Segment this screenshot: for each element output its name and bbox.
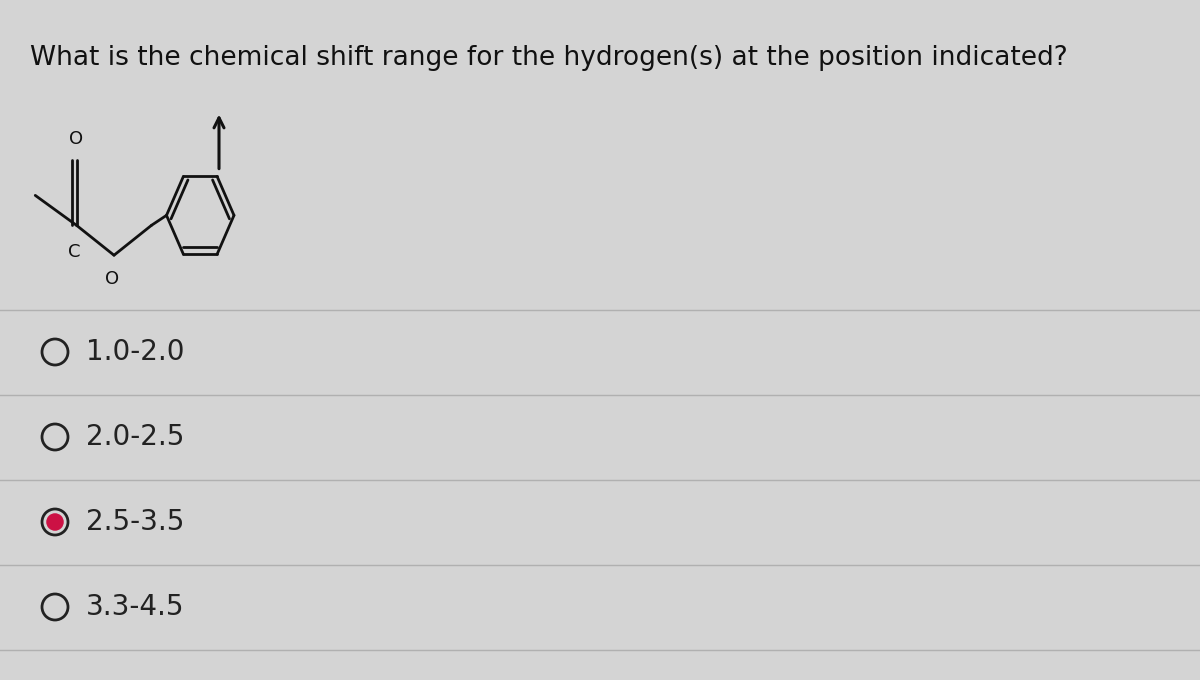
Text: 3.3-4.5: 3.3-4.5 bbox=[86, 593, 185, 621]
Text: O: O bbox=[70, 130, 84, 148]
Text: 2.0-2.5: 2.0-2.5 bbox=[86, 423, 185, 451]
Text: O: O bbox=[106, 270, 119, 288]
Text: 2.5-3.5: 2.5-3.5 bbox=[86, 508, 185, 536]
Circle shape bbox=[47, 514, 64, 530]
Text: C: C bbox=[68, 243, 80, 260]
Text: 1.0-2.0: 1.0-2.0 bbox=[86, 338, 185, 366]
Text: What is the chemical shift range for the hydrogen(s) at the position indicated?: What is the chemical shift range for the… bbox=[30, 45, 1068, 71]
